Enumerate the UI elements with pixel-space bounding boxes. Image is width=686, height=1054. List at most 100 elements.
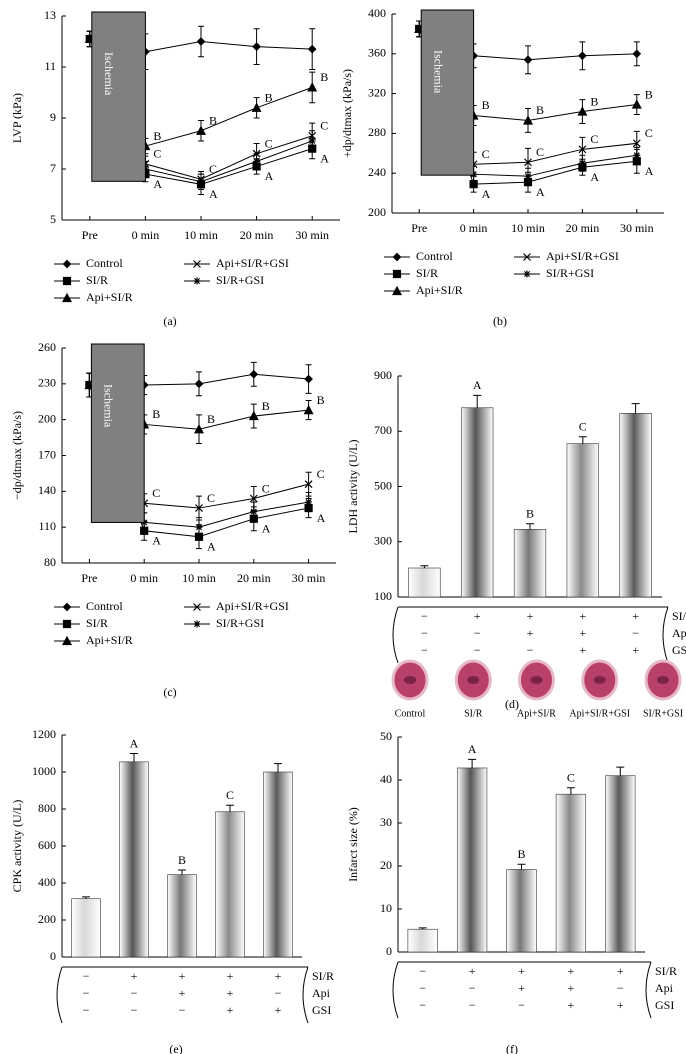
treatment-sign: +	[632, 643, 639, 657]
treatment-name: SI/R	[672, 609, 686, 623]
treatment-sign: +	[579, 643, 586, 657]
treatment-name: Api	[655, 981, 674, 995]
significance-letter: C	[482, 147, 490, 161]
legend-marker	[193, 277, 201, 285]
significance-letter: C	[265, 136, 273, 150]
ischemia-box	[91, 11, 146, 182]
significance-letter: A	[130, 736, 139, 750]
bar	[408, 567, 441, 598]
treatment-sign: −	[474, 626, 481, 640]
error-bar	[526, 523, 534, 530]
treatment-sign: +	[518, 964, 525, 978]
significance-letter: A	[320, 151, 329, 165]
y-tick-label: 30	[380, 815, 392, 829]
treatment-sign: −	[421, 626, 428, 640]
y-tick-label: 400	[38, 875, 56, 889]
y-tick-label: 200	[38, 411, 56, 425]
treatment-name: SI/R	[655, 964, 677, 978]
marker	[251, 102, 262, 112]
treatment-sign: +	[469, 964, 476, 978]
x-tick-label: 30 min	[295, 228, 329, 242]
error-bar	[82, 896, 90, 899]
significance-letter: B	[152, 407, 160, 421]
y-axis-label: −dp/dtmax (kPa/s)	[10, 411, 24, 500]
y-tick-label: 80	[44, 555, 56, 569]
treatment-sign: +	[275, 969, 282, 983]
treatment-sign: −	[421, 643, 428, 657]
treatment-sign: +	[227, 1003, 234, 1017]
x-tick-label: 10 min	[182, 571, 216, 585]
x-tick-label: Pre	[411, 221, 427, 235]
x-tick-label: 30 min	[620, 221, 654, 235]
image-label: Control	[395, 708, 426, 719]
bar	[555, 793, 587, 953]
legend-label: Control	[86, 256, 123, 270]
significance-letter: A	[209, 187, 218, 201]
significance-letter: A	[468, 742, 477, 756]
treatment-sign: −	[179, 1003, 186, 1017]
y-tick-label: 240	[368, 165, 386, 179]
significance-letter: C	[152, 486, 160, 500]
error-bar	[473, 394, 482, 408]
legend-marker	[62, 292, 72, 303]
ischemia-box	[90, 343, 145, 523]
error-bar	[130, 753, 138, 762]
y-tick-label: 800	[38, 801, 56, 815]
y-axis-label: LVP (kPa)	[10, 93, 24, 143]
legend-label: SI/R+GSI	[216, 616, 264, 630]
legend-label: SI/R+GSI	[216, 273, 264, 287]
marker	[305, 498, 313, 506]
significance-letter: C	[567, 770, 575, 784]
y-tick-label: 110	[38, 519, 56, 533]
error-bar	[418, 927, 427, 930]
legend-label: Control	[416, 249, 453, 263]
significance-letter: B	[536, 103, 544, 117]
bar	[461, 407, 494, 598]
y-tick-label: 5	[50, 212, 56, 226]
legend-label: SI/R	[86, 273, 108, 287]
panel-label: (b)	[493, 314, 507, 328]
x-tick-label: 20 min	[566, 221, 600, 235]
legend-label: SI/R	[416, 266, 438, 280]
treatment-name: Api	[672, 626, 686, 640]
significance-letter: A	[152, 534, 161, 548]
bar	[167, 874, 197, 958]
treatment-sign: −	[419, 981, 426, 995]
y-tick-label: 9	[50, 110, 56, 124]
image-label: SI/R	[464, 708, 483, 719]
table-bracket	[56, 966, 309, 1024]
bar	[513, 529, 547, 598]
y-tick-label: 170	[38, 447, 56, 461]
significance-letter: B	[317, 393, 325, 407]
significance-letter: B	[262, 399, 270, 413]
heart-cavity	[530, 676, 543, 684]
treatment-name: GSI	[312, 1003, 331, 1017]
panel-label: (e)	[169, 1042, 182, 1054]
legend-marker	[193, 620, 201, 628]
legend-marker	[193, 260, 201, 268]
x-tick-label: Pre	[82, 228, 98, 242]
legend-marker	[392, 285, 402, 296]
x-tick-label: Pre	[81, 571, 97, 585]
marker	[524, 158, 532, 167]
error-bar	[631, 403, 640, 414]
error-bar	[178, 869, 186, 875]
significance-letter: A	[473, 378, 482, 392]
significance-letter: C	[207, 491, 215, 505]
significance-letter: B	[178, 853, 186, 867]
legend-marker	[523, 270, 531, 278]
marker	[194, 423, 204, 434]
image-label: Api+SI/R	[517, 708, 556, 719]
y-tick-label: 7	[50, 161, 56, 175]
marker	[253, 157, 261, 165]
treatment-sign: +	[179, 969, 186, 983]
treatment-sign: +	[474, 609, 481, 623]
marker	[633, 151, 641, 159]
marker	[524, 172, 532, 180]
treatment-sign: +	[131, 969, 138, 983]
marker	[415, 25, 423, 33]
x-tick-label: 0 min	[132, 228, 160, 242]
y-axis-label: Infarct size (%)	[346, 807, 360, 882]
